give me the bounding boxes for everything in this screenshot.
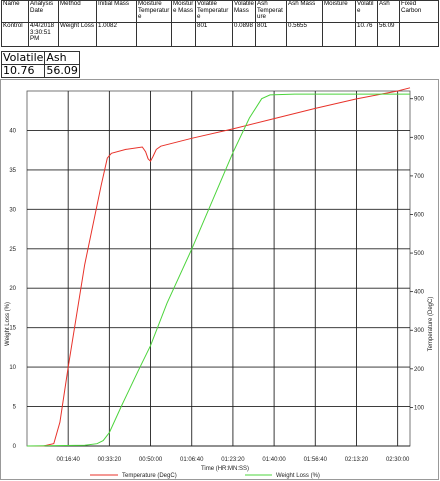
summary-ash-label: Ash: [44, 51, 80, 65]
x-tick-label: 01:23:20: [221, 457, 245, 463]
legend-temperature-label: Temperature (DegC): [122, 473, 177, 479]
y-left-tick-label: 0: [13, 444, 17, 450]
x-tick-label: 01:06:40: [180, 457, 204, 463]
header-moisture: Moisture: [322, 0, 356, 23]
x-tick-label: 01:56:40: [304, 457, 328, 463]
cell-ash-temperature: 801: [255, 22, 287, 47]
cell-name: Kontrol: [1, 22, 29, 47]
y-right-tick-label: 900: [414, 97, 425, 103]
x-axis-label: Time (HR:MN:SS): [201, 466, 249, 472]
header-fixed-carbon: Fixed Carbon: [399, 0, 439, 23]
header-ash: Ash: [377, 0, 400, 23]
cell-method: Weight Loss: [58, 22, 97, 47]
y-right-tick-label: 400: [414, 290, 425, 296]
summary-ash-value: 56.09: [44, 64, 80, 78]
cell-moisture-temperature: [136, 22, 172, 47]
y-left-tick-label: 35: [9, 168, 16, 174]
summary-table: Volatile Ash 10.76 56.09: [0, 51, 80, 78]
legend-weight-loss-label: Weight Loss (%): [276, 473, 320, 479]
x-tick-label: 02:13:20: [345, 457, 369, 463]
y-axis-right-label: Temperature (DegC): [428, 297, 434, 352]
summary-volatile-value: 10.76: [0, 64, 46, 78]
y-left-tick-label: 30: [9, 207, 16, 213]
y-left-tick-label: 20: [9, 286, 16, 292]
cell-volatile-temperature: 801: [195, 22, 233, 47]
table-header-row: Name Analysis Date Method Initial Mass M…: [1, 0, 439, 23]
y-left-tick-label: 40: [9, 128, 16, 134]
header-analysis-date: Analysis Date: [28, 0, 59, 23]
y-left-tick-label: 5: [13, 405, 17, 411]
header-method: Method: [58, 0, 97, 23]
table-row: Kontrol 4/4/2018 3:30:51 PM Weight Loss …: [1, 22, 439, 47]
y-right-tick-label: 500: [414, 251, 425, 257]
series-weight-loss-line: [26, 93, 410, 447]
cell-volatile: 10.76: [355, 22, 378, 47]
y-left-tick-label: 25: [9, 247, 16, 253]
header-volatile-temperature: Volatile Temperature: [195, 0, 233, 23]
header-volatile: Volatile: [355, 0, 378, 23]
x-tick-label: 01:40:00: [262, 457, 286, 463]
summary-volatile-label: Volatile: [0, 51, 46, 65]
y-left-tick-label: 15: [9, 326, 16, 332]
header-name: Name: [1, 0, 29, 23]
y-right-tick-label: 200: [414, 367, 425, 373]
chart-marks: [26, 87, 411, 447]
cell-moisture: [322, 22, 356, 47]
report-table: Name Analysis Date Method Initial Mass M…: [1, 0, 439, 47]
y-right-tick-label: 700: [414, 174, 425, 180]
x-tick-label: 02:30:00: [386, 457, 410, 463]
cell-fixed-carbon: [399, 22, 439, 47]
cell-analysis-date: 4/4/2018 3:30:51 PM: [28, 22, 59, 47]
cell-moisture-mass: [171, 22, 196, 47]
cell-volatile-mass: 0.0898: [232, 22, 256, 47]
legend: Temperature (DegC) Weight Loss (%): [90, 473, 320, 479]
header-moisture-mass: Moisture Mass: [171, 0, 196, 23]
cell-ash: 56.09: [377, 22, 400, 47]
header-ash-temperature: Ash Temperature: [255, 0, 287, 23]
x-tick-label: 00:50:00: [139, 457, 163, 463]
header-ash-mass: Ash Mass: [286, 0, 323, 23]
x-tick-label: 00:16:40: [57, 457, 81, 463]
header-volatile-mass: Volatile Mass: [232, 0, 256, 23]
y-right-tick-label: 300: [414, 328, 425, 334]
header-initial-mass: Initial Mass: [96, 0, 137, 23]
x-tick-label: 00:33:20: [98, 457, 122, 463]
y-axis-left-label: Weight Loss (%): [5, 302, 11, 346]
series-temperature-line: [27, 87, 411, 447]
cell-ash-mass: 0.5655: [286, 22, 323, 47]
y-left-tick-label: 10: [9, 365, 16, 371]
chart-grid: 00:16:40 00:33:20 00:50:00 01:06:40 01:23:20…: [9, 90, 425, 463]
weight-loss-chart: 00:16:40 00:33:20 00:50:00 01:06:40 01:23:20…: [0, 79, 439, 480]
y-right-tick-label: 100: [414, 405, 425, 411]
chart-frame: [0, 79, 439, 480]
cell-initial-mass: 1.0082: [96, 22, 137, 47]
y-right-tick-label: 600: [414, 212, 425, 218]
y-right-tick-label: 800: [414, 135, 425, 141]
header-moisture-temperature: Moisture Temperature: [136, 0, 172, 23]
